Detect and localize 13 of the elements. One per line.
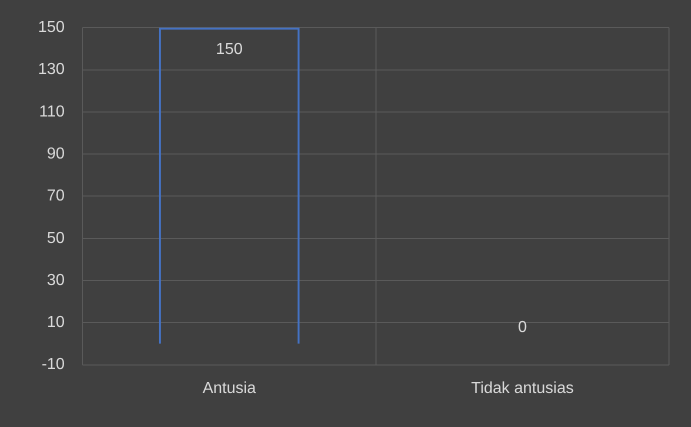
y-tick-label: 150 [38,19,65,36]
y-tick-label: -10 [42,356,65,374]
y-tick-label: 130 [38,61,65,78]
y-tick-label: 10 [46,314,65,332]
data-label: 150 [216,41,243,58]
y-tick-label: 50 [46,230,65,247]
y-tick-label: 70 [46,188,65,205]
y-tick-label: 110 [39,103,65,120]
y-tick-label: 30 [46,272,65,289]
data-label: 0 [518,319,527,336]
x-tick-label: Antusia [202,380,256,397]
y-tick-label: 90 [46,145,65,162]
x-tick-label: Tidak antusias [471,380,574,397]
